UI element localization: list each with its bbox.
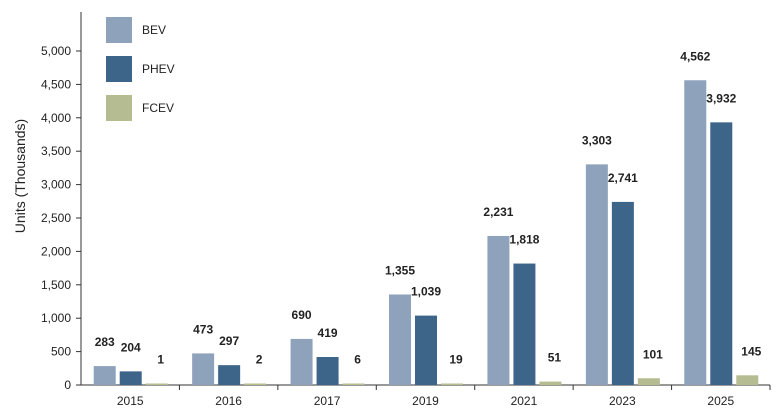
bar-phev-2025 xyxy=(710,122,733,385)
bar-bev-2023 xyxy=(585,164,608,385)
legend-label-fcev: FCEV xyxy=(142,101,174,115)
data-label-fcev-2021: 51 xyxy=(548,351,562,365)
bar-phev-2015 xyxy=(119,371,142,385)
data-label-fcev-2019: 19 xyxy=(449,353,463,367)
data-label-bev-2021: 2,231 xyxy=(483,205,513,219)
data-label-phev-2017: 419 xyxy=(318,326,338,340)
y-tick-label: 2,500 xyxy=(41,211,71,225)
data-label-bev-2017: 690 xyxy=(292,308,312,322)
data-label-phev-2021: 1,818 xyxy=(509,233,539,247)
bar-phev-2019 xyxy=(415,315,437,385)
y-tick-label: 0 xyxy=(64,378,71,392)
x-tick-label: 2016 xyxy=(215,394,242,408)
data-label-fcev-2017: 6 xyxy=(354,353,361,367)
data-label-phev-2015: 204 xyxy=(121,340,141,354)
data-label-fcev-2023: 101 xyxy=(643,347,663,361)
y-axis-title: Units (Thousands) xyxy=(12,119,28,233)
bar-bev-2015 xyxy=(93,366,116,385)
bar-fcev-2016 xyxy=(244,383,267,385)
x-tick-label: 2021 xyxy=(511,394,538,408)
y-tick-label: 1,000 xyxy=(41,311,71,325)
legend-swatch-fcev xyxy=(106,95,132,121)
y-tick-label: 4,000 xyxy=(41,111,71,125)
y-tick-label: 1,500 xyxy=(41,278,71,292)
data-label-phev-2016: 297 xyxy=(219,334,239,348)
bar-fcev-2015 xyxy=(145,383,168,385)
bar-phev-2016 xyxy=(218,365,241,385)
x-tick-label: 2019 xyxy=(412,394,439,408)
data-label-phev-2025: 3,932 xyxy=(706,91,736,105)
bar-phev-2017 xyxy=(316,357,339,385)
bar-bev-2019 xyxy=(389,294,411,385)
bar-fcev-2017 xyxy=(342,383,365,385)
data-label-phev-2023: 2,741 xyxy=(608,171,638,185)
x-tick-label: 2015 xyxy=(117,394,144,408)
data-label-bev-2025: 4,562 xyxy=(680,49,710,63)
legend-swatch-phev xyxy=(106,56,132,82)
legend: BEV PHEV FCEV xyxy=(106,17,175,121)
x-tick-label: 2017 xyxy=(314,394,341,408)
bar-bev-2025 xyxy=(684,80,707,386)
y-tick-label: 500 xyxy=(51,345,71,359)
bar-bev-2021 xyxy=(487,235,510,385)
bar-phev-2021 xyxy=(513,263,536,385)
x-tick-label: 2025 xyxy=(707,394,734,408)
bar-bev-2016 xyxy=(192,353,215,385)
x-tick-label: 2023 xyxy=(609,394,636,408)
bar-fcev-2025 xyxy=(736,375,759,385)
data-label-bev-2023: 3,303 xyxy=(582,133,612,147)
data-label-fcev-2025: 145 xyxy=(741,344,761,358)
data-label-phev-2019: 1,039 xyxy=(411,285,441,299)
y-tick-label: 2,000 xyxy=(41,244,71,258)
bar-fcev-2019 xyxy=(441,383,463,385)
x-axis-ticks: 2015 2016 2017 2019 2021 2023 2025 xyxy=(117,385,771,408)
legend-swatch-bev xyxy=(106,17,132,43)
bars: 283 204 1 473 297 2 690 419 6 1,355 1,039 19 2,231 1,… xyxy=(93,49,762,386)
bar-fcev-2023 xyxy=(637,378,660,385)
y-tick-label: 3,000 xyxy=(41,178,71,192)
data-label-bev-2015: 283 xyxy=(95,335,115,349)
data-label-fcev-2016: 2 xyxy=(256,353,263,367)
data-label-bev-2019: 1,355 xyxy=(385,263,415,277)
bar-phev-2023 xyxy=(611,201,634,385)
bar-fcev-2021 xyxy=(539,381,562,385)
legend-label-phev: PHEV xyxy=(142,62,175,76)
y-tick-label: 5,000 xyxy=(41,44,71,58)
y-tick-label: 3,500 xyxy=(41,144,71,158)
data-label-fcev-2015: 1 xyxy=(157,353,164,367)
y-tick-label: 4,500 xyxy=(41,77,71,91)
data-label-bev-2016: 473 xyxy=(193,322,213,336)
y-axis-ticks: 0 500 1,000 1,500 2,000 2,500 3,000 3,500 4,000 4… xyxy=(41,44,81,392)
bar-bev-2017 xyxy=(290,338,313,385)
legend-label-bev: BEV xyxy=(142,23,166,37)
